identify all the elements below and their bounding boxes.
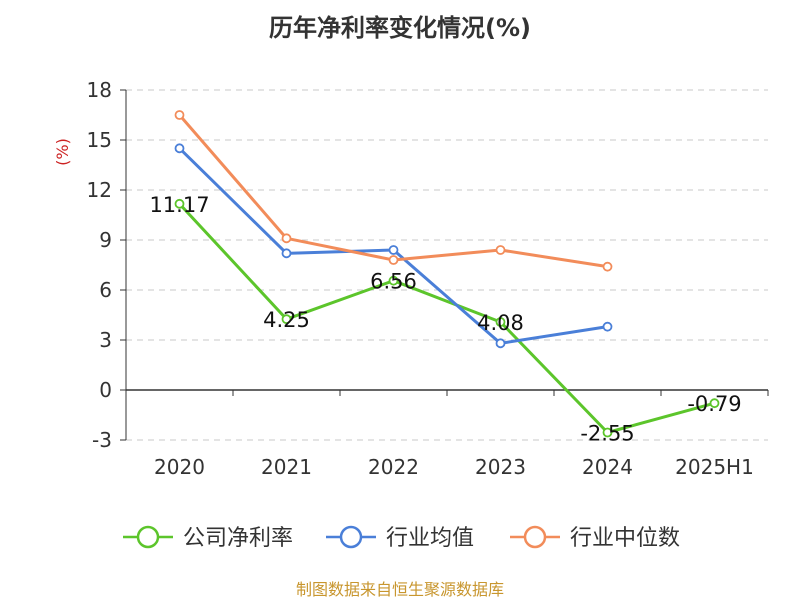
data-point [388,255,399,265]
series-line-0 [178,202,715,434]
data-point [602,321,613,332]
data-label: 4.25 [263,308,310,332]
x-tick-label: 2024 [582,455,633,479]
data-point [602,427,613,438]
source-note: 制图数据来自恒生聚源数据库 [295,580,504,599]
data-point [281,233,292,244]
x-tick-label: 2023 [475,455,526,479]
data-label: -2.55 [580,422,634,446]
axes: -3 0 3 6 9 12 15 18 (%) 2020 2021 2022 2023 2024 2025H… [53,78,769,479]
x-tick-label: 2025H1 [675,455,754,479]
data-label: 11.17 [149,193,209,217]
legend-label: 行业中位数 [570,526,680,551]
y-tick-label: 12 [87,178,112,202]
y-tick-label: 18 [87,78,112,102]
data-point [495,245,506,255]
data-labels: 11.17 4.25 6.56 4.08 -2.55 -0.79 [149,193,741,446]
data-point [495,338,506,349]
x-tick-label: 2022 [368,455,419,479]
data-point [388,275,399,286]
y-tick-label: 9 [99,228,112,252]
x-tick-label: 2021 [261,455,312,479]
legend-label: 行业均值 [386,526,474,551]
series-layer [174,110,720,438]
data-point [709,398,720,409]
y-tick-label: 0 [99,378,112,402]
data-point [281,248,292,259]
data-point [495,317,506,327]
data-point [174,198,185,209]
legend-marker [136,525,160,549]
data-label: -0.79 [687,392,741,416]
legend[interactable]: 公司净利率 行业均值 行业中位数 [123,525,680,551]
data-point [602,261,613,272]
y-tick-label: 3 [99,328,112,352]
chart-title: 历年净利率变化情况(%) [269,14,531,42]
data-label: 4.08 [477,311,524,335]
y-tick-label: 15 [87,128,112,152]
data-point [388,245,399,255]
y-tick-label: -3 [92,428,112,452]
data-label: 6.56 [370,270,417,294]
grid-lines [126,89,768,441]
y-tick-label: 6 [99,278,112,302]
y-axis-unit: (%) [53,138,72,166]
legend-marker [339,525,363,549]
legend-label: 公司净利率 [183,526,293,551]
x-tick-label: 2020 [154,455,205,479]
data-point [174,143,185,154]
data-point [281,314,292,325]
series-line-2 [178,114,608,269]
legend-marker [523,525,547,549]
data-point [174,110,185,120]
